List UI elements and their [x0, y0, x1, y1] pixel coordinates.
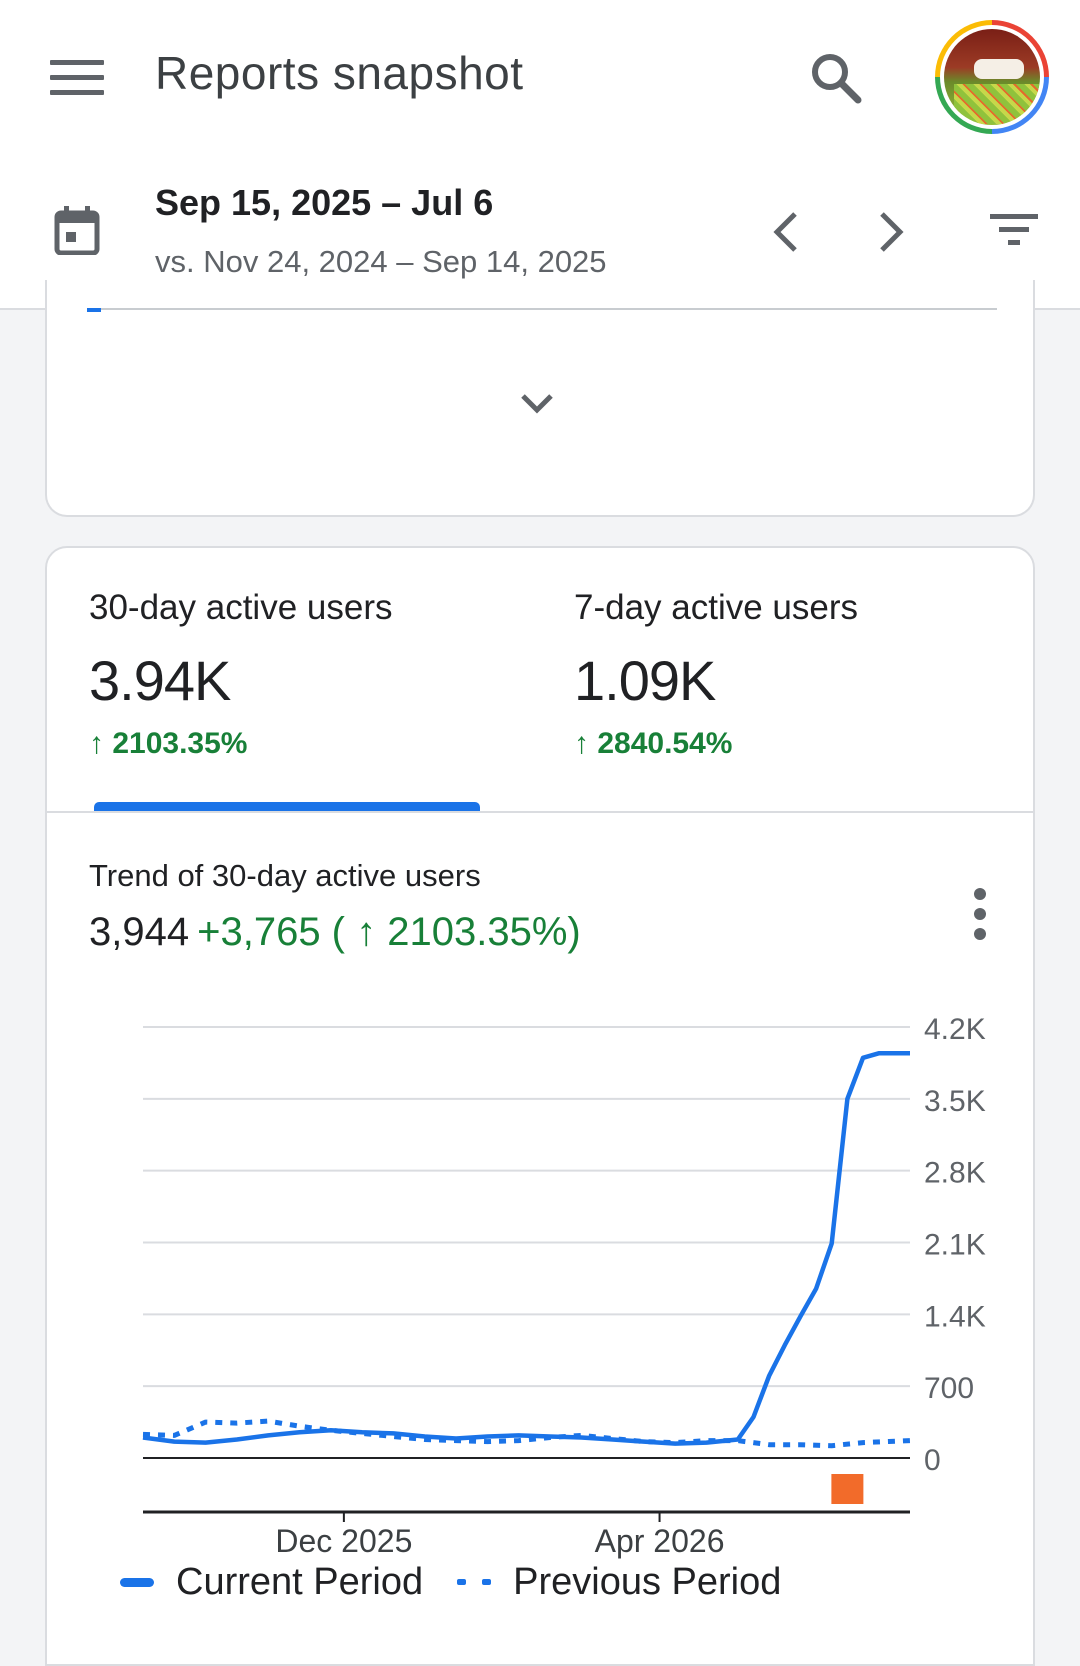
- previous-period-line: [143, 1421, 910, 1446]
- x-tick-label: Dec 2025: [275, 1523, 412, 1559]
- dotted-line-swatch: [457, 1579, 491, 1585]
- anomaly-marker: [831, 1474, 863, 1504]
- solid-line-swatch: [120, 1578, 154, 1587]
- y-tick-label: 2.1K: [924, 1229, 986, 1262]
- chart-legend: Current Period Previous Period: [120, 1560, 781, 1604]
- current-period-line: [143, 1053, 910, 1443]
- y-tick-label: 4.2K: [924, 1013, 986, 1046]
- legend-label: Previous Period: [513, 1561, 781, 1604]
- y-tick-label: 3.5K: [924, 1085, 986, 1118]
- legend-item-previous[interactable]: Previous Period: [457, 1561, 781, 1604]
- legend-label: Current Period: [176, 1561, 423, 1604]
- x-tick-label: Apr 2026: [595, 1523, 725, 1559]
- y-tick-label: 2.8K: [924, 1157, 986, 1190]
- legend-item-current[interactable]: Current Period: [120, 1561, 423, 1604]
- y-tick-label: 1.4K: [924, 1300, 986, 1333]
- y-tick-label: 700: [924, 1372, 974, 1405]
- y-tick-label: 0: [924, 1444, 941, 1477]
